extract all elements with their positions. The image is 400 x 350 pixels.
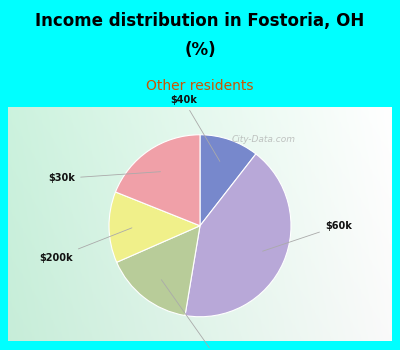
Wedge shape <box>185 154 291 317</box>
Wedge shape <box>200 135 256 226</box>
Text: $75k: $75k <box>161 280 230 350</box>
Text: $60k: $60k <box>263 221 352 251</box>
Text: $30k: $30k <box>48 172 160 183</box>
Text: City-Data.com: City-Data.com <box>232 135 296 144</box>
Text: Other residents: Other residents <box>146 79 254 93</box>
Wedge shape <box>116 135 200 226</box>
Wedge shape <box>109 192 200 262</box>
Text: (%): (%) <box>184 41 216 60</box>
Text: $200k: $200k <box>40 228 132 262</box>
Text: Income distribution in Fostoria, OH: Income distribution in Fostoria, OH <box>35 12 365 30</box>
Text: $40k: $40k <box>170 95 220 161</box>
Wedge shape <box>117 226 200 315</box>
